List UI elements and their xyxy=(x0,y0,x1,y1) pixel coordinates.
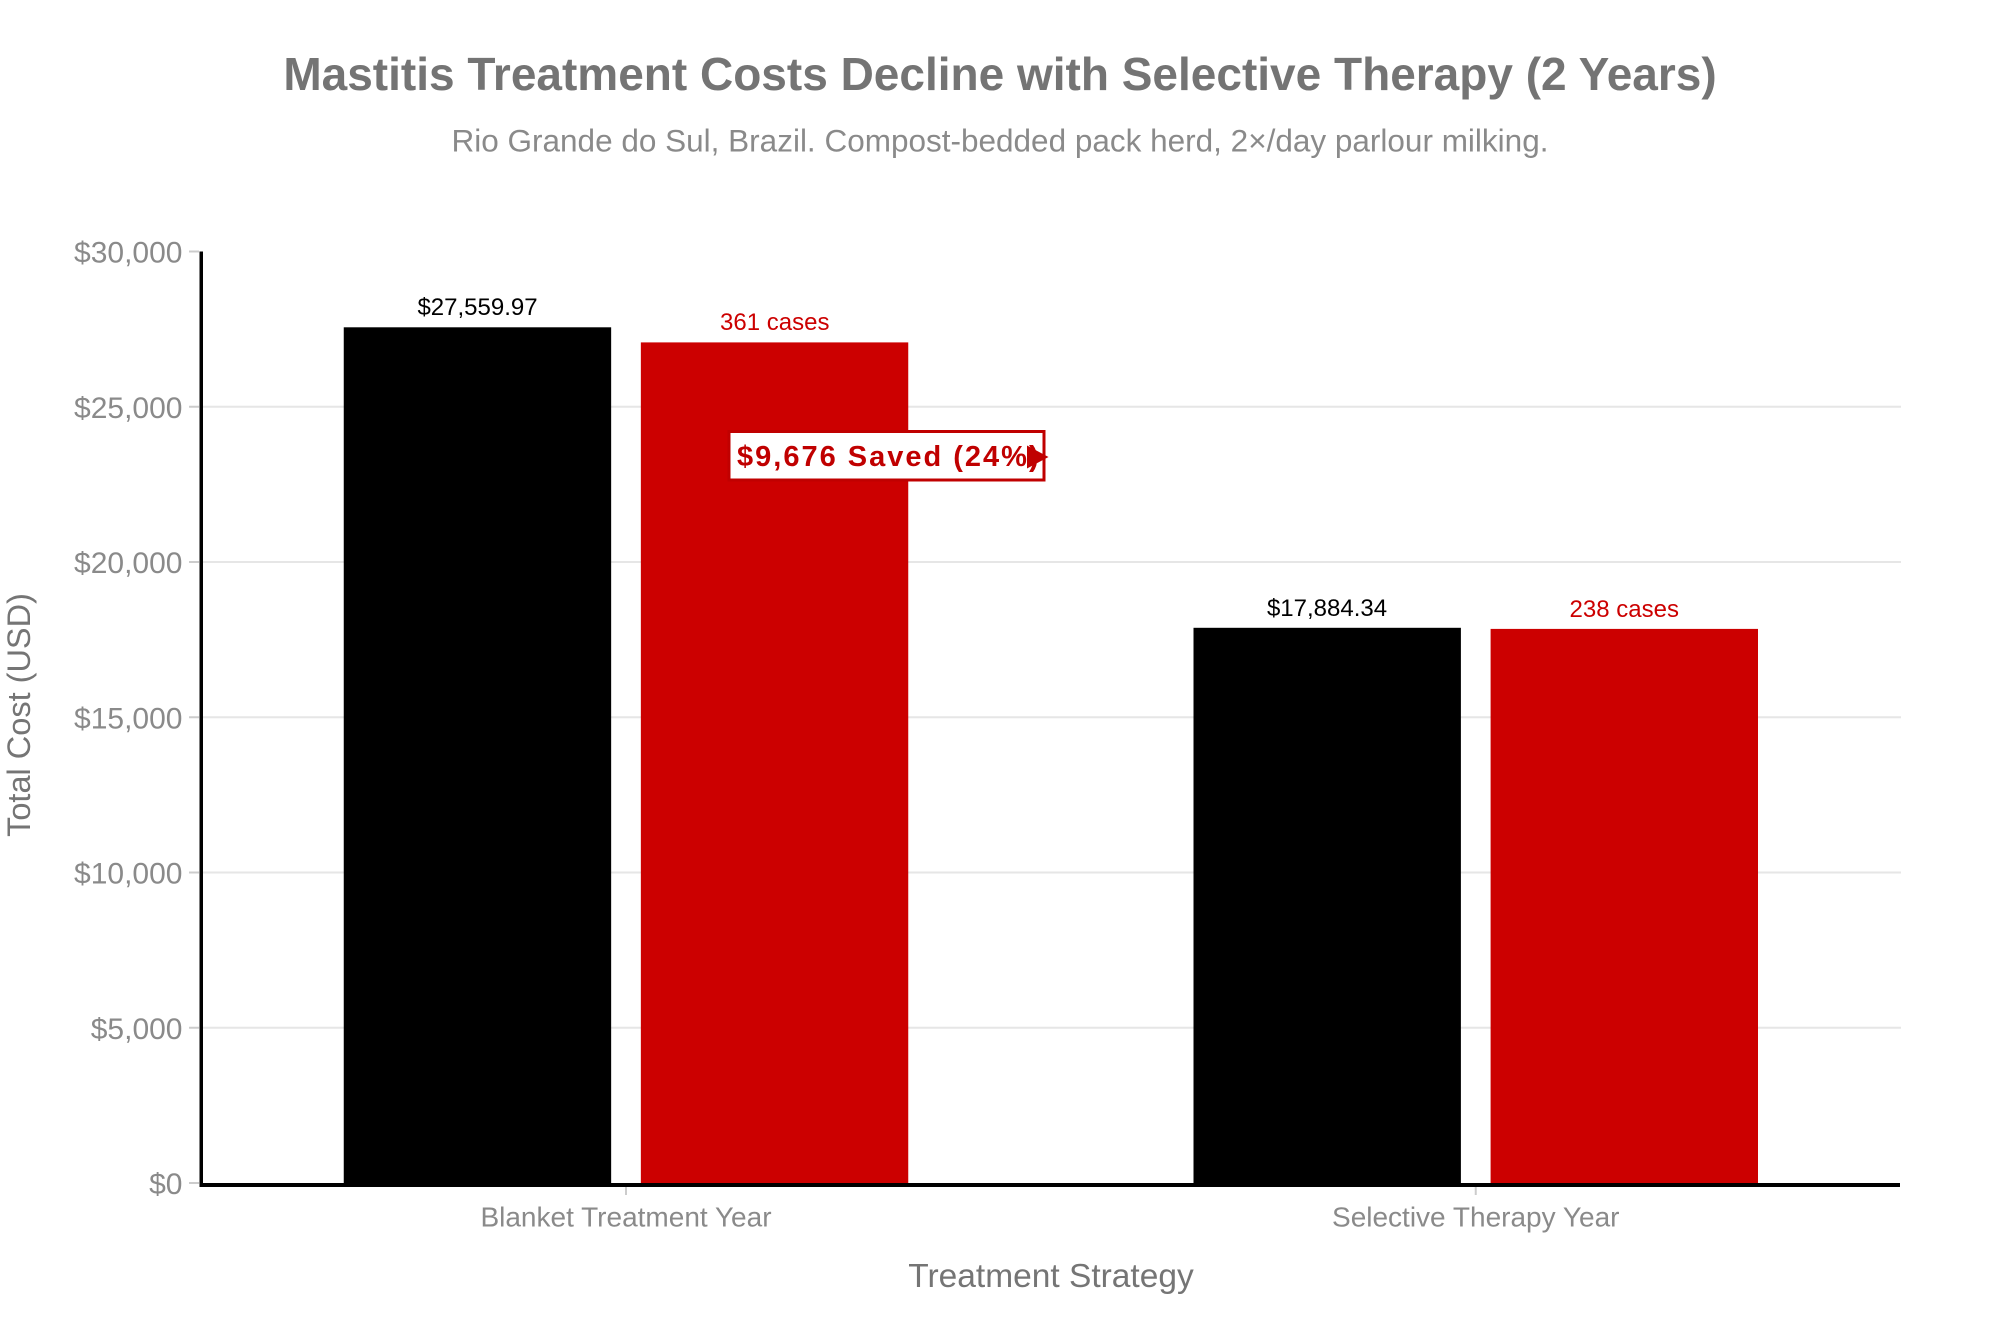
svg-text:361 cases: 361 cases xyxy=(720,309,829,336)
svg-text:Selective Therapy Year: Selective Therapy Year xyxy=(1332,1202,1619,1233)
svg-text:$0: $0 xyxy=(149,1168,182,1201)
svg-text:Rio Grande do Sul, Brazil. Com: Rio Grande do Sul, Brazil. Compost-bedde… xyxy=(452,123,1549,159)
svg-text:$20,000: $20,000 xyxy=(74,547,182,580)
svg-text:$5,000: $5,000 xyxy=(91,1013,183,1046)
svg-text:238 cases: 238 cases xyxy=(1570,596,1679,623)
svg-text:Treatment Strategy: Treatment Strategy xyxy=(908,1258,1194,1295)
svg-text:Blanket Treatment Year: Blanket Treatment Year xyxy=(480,1202,771,1233)
svg-text:$25,000: $25,000 xyxy=(74,392,182,425)
svg-text:$10,000: $10,000 xyxy=(74,858,182,891)
svg-text:Total Cost (USD): Total Cost (USD) xyxy=(1,593,37,837)
svg-text:$15,000: $15,000 xyxy=(74,702,182,735)
svg-text:$30,000: $30,000 xyxy=(74,237,182,270)
svg-text:$9,676 Saved (24%): $9,676 Saved (24%) xyxy=(737,441,1039,473)
svg-text:$27,559.97: $27,559.97 xyxy=(417,294,537,321)
svg-text:Mastitis Treatment Costs Decli: Mastitis Treatment Costs Decline with Se… xyxy=(283,48,1716,100)
svg-text:$17,884.34: $17,884.34 xyxy=(1267,595,1387,622)
